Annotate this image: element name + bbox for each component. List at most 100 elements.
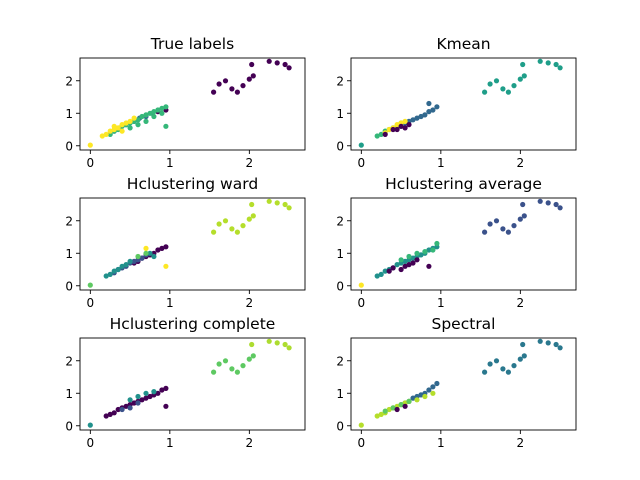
data-point xyxy=(545,60,551,66)
data-point xyxy=(222,358,229,364)
data-point xyxy=(521,353,527,359)
data-point xyxy=(123,120,129,126)
data-point xyxy=(274,200,280,206)
data-point xyxy=(398,123,404,129)
data-point xyxy=(374,133,380,139)
data-point xyxy=(394,122,400,128)
data-point xyxy=(487,361,493,367)
subplot-5: Hclustering complete 0 1 2 0 1 2 xyxy=(65,315,306,450)
data-point xyxy=(99,133,105,139)
data-point xyxy=(246,356,252,362)
data-point xyxy=(147,393,153,400)
data-point xyxy=(119,128,125,134)
x-tick-label: 2 xyxy=(246,296,254,310)
data-point xyxy=(410,255,416,261)
x-tick-label: 1 xyxy=(166,296,174,310)
data-point xyxy=(410,117,416,123)
data-point xyxy=(430,384,436,390)
data-point xyxy=(131,258,137,264)
data-point xyxy=(487,81,493,87)
data-point xyxy=(414,257,420,263)
data-point xyxy=(234,369,240,375)
data-point xyxy=(135,393,141,400)
data-point xyxy=(398,257,404,263)
data-point xyxy=(390,405,396,411)
data-point xyxy=(159,110,165,116)
data-point xyxy=(482,229,488,235)
y-tick-label: 0 xyxy=(65,279,73,293)
data-point xyxy=(378,411,384,417)
data-point xyxy=(131,400,137,406)
data-point xyxy=(500,366,506,372)
data-point xyxy=(402,125,408,131)
data-point xyxy=(115,125,121,131)
data-point xyxy=(246,216,252,222)
data-point xyxy=(422,249,428,255)
data-point xyxy=(422,112,428,118)
data-point xyxy=(135,400,141,406)
data-point xyxy=(127,258,133,264)
data-point xyxy=(434,380,440,387)
data-point xyxy=(229,86,235,92)
data-point xyxy=(135,122,141,128)
y-tick-label: 2 xyxy=(65,214,73,228)
data-point xyxy=(282,61,288,68)
y-tick-label: 1 xyxy=(336,247,344,261)
data-point xyxy=(414,115,420,121)
axes-frame xyxy=(350,57,577,151)
data-point xyxy=(107,271,113,277)
data-point xyxy=(143,112,149,118)
data-point xyxy=(216,81,222,87)
subplot-title: Hclustering ward xyxy=(127,175,258,193)
data-point xyxy=(155,107,161,113)
data-point xyxy=(139,113,145,120)
data-point xyxy=(123,403,129,409)
data-point xyxy=(358,282,364,288)
data-point xyxy=(378,271,384,277)
subplot-6: Spectral 0 1 2 0 1 2 xyxy=(336,315,577,450)
data-point xyxy=(557,345,563,351)
data-point xyxy=(402,258,408,264)
data-point xyxy=(127,118,133,124)
data-point xyxy=(216,221,222,227)
data-point xyxy=(87,142,93,148)
data-point xyxy=(406,262,412,268)
y-tick-label: 0 xyxy=(336,419,344,433)
data-point xyxy=(135,253,141,260)
data-point xyxy=(143,250,149,256)
data-point xyxy=(553,61,559,68)
x-tick-label: 1 xyxy=(166,156,174,170)
data-point xyxy=(406,398,412,404)
subplot-title: Hclustering complete xyxy=(110,315,276,333)
data-point xyxy=(382,268,388,274)
data-point xyxy=(430,107,436,113)
data-point xyxy=(286,205,292,211)
data-point xyxy=(511,363,517,369)
data-point xyxy=(386,406,392,413)
data-point xyxy=(430,390,436,396)
y-tick-label: 2 xyxy=(336,214,344,228)
data-point xyxy=(410,395,416,401)
data-point xyxy=(430,247,436,253)
x-tick-label: 0 xyxy=(358,156,366,170)
data-point xyxy=(240,83,246,89)
data-point xyxy=(240,223,246,229)
data-point xyxy=(286,65,292,71)
data-point xyxy=(406,122,412,128)
data-point xyxy=(517,216,523,222)
data-point xyxy=(374,413,380,419)
data-point xyxy=(414,250,420,256)
data-point xyxy=(151,253,157,260)
data-point xyxy=(378,131,384,137)
data-point xyxy=(517,356,523,362)
data-point xyxy=(386,126,392,133)
data-point xyxy=(520,341,526,348)
data-point xyxy=(222,218,229,224)
x-tick-label: 0 xyxy=(87,156,95,170)
data-point xyxy=(282,341,288,348)
data-point xyxy=(127,405,133,411)
subplot-title: Hclustering average xyxy=(385,175,542,193)
data-point xyxy=(163,385,169,391)
data-point xyxy=(382,131,388,137)
data-point xyxy=(119,122,125,128)
